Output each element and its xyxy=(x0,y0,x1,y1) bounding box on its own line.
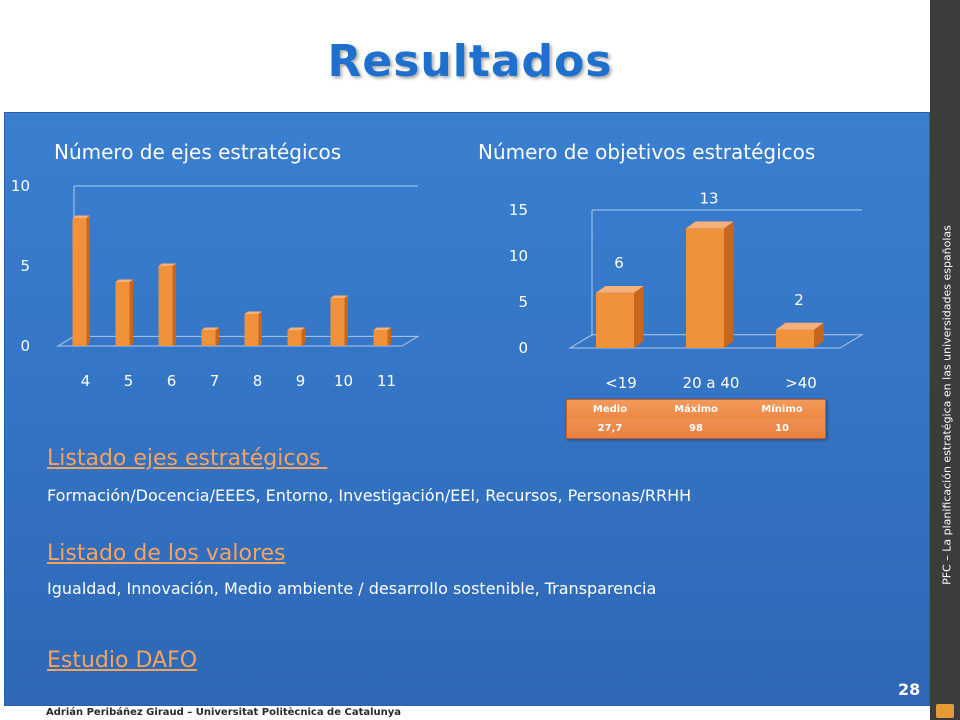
stats-value-row: 27,7 98 10 xyxy=(567,419,825,438)
chart-1-ytick: 10 xyxy=(11,177,30,195)
chart-1-bar-top xyxy=(72,215,90,218)
chart-1-xtick: 10 xyxy=(334,372,353,390)
chart-1-bar-front xyxy=(330,298,345,346)
chart-1-xtick: 5 xyxy=(124,372,134,390)
chart-1-bar-top xyxy=(330,295,348,298)
chart-1-bar xyxy=(330,295,348,346)
sidebar-text: PFC – La planificación estratégica en la… xyxy=(940,225,954,585)
chart-ejes: 0 5 10 4 5 6 7 8 9 10 11 xyxy=(11,177,420,390)
stats-header-minimo: Mínimo xyxy=(761,404,803,415)
chart-1-bar xyxy=(373,327,391,346)
chart-2-bar-top xyxy=(776,322,824,330)
chart-1-bar-side xyxy=(172,263,176,346)
chart-1-bar-side xyxy=(258,311,262,346)
chart-2-data-label: 2 xyxy=(794,291,804,309)
chart-2-bar xyxy=(686,221,734,348)
chart-1-ytick: 5 xyxy=(20,257,30,275)
chart-2-bar-front xyxy=(776,329,814,348)
chart-2-ytick: 10 xyxy=(509,247,528,265)
chart-1-bar-side xyxy=(344,295,348,346)
chart-1-bar-front xyxy=(72,218,87,346)
chart-1-title: Número de ejes estratégicos xyxy=(54,140,342,164)
chart-objetivos: 0 5 10 15 <19 6 20 a 40 13 >40 2 xyxy=(509,190,864,392)
chart-2-bar-side xyxy=(814,322,824,348)
chart-1-xtick: 9 xyxy=(296,372,306,390)
chart-2-bar-top xyxy=(596,285,644,293)
stats-value-maximo: 98 xyxy=(689,423,703,434)
chart-2-data-label: 13 xyxy=(699,190,718,208)
chart-1-bar-side xyxy=(387,327,391,346)
ejes-link[interactable]: Listado ejes estratégicos xyxy=(47,446,328,471)
page-number: 28 xyxy=(898,680,921,699)
chart-1-bar-front xyxy=(287,330,302,346)
chart-1-bar-front xyxy=(115,282,130,346)
chart-1-floor xyxy=(56,335,420,347)
chart-1-bar-side xyxy=(129,279,133,346)
stats-header-medio: Medio xyxy=(592,404,628,415)
chart-1-bar-front xyxy=(244,314,259,346)
chart-2-ytick: 5 xyxy=(518,293,528,311)
chart-1-xtick: 7 xyxy=(210,372,220,390)
footer-text: Adrián Peribáñez Giraud – Universitat Po… xyxy=(46,707,402,718)
chart-1-bar-top xyxy=(201,327,219,330)
chart-1-bar xyxy=(244,311,262,346)
chart-1-bar-top xyxy=(158,263,176,266)
chart-1-bar xyxy=(201,327,219,346)
chart-2-title: Número de objetivos estratégicos xyxy=(478,140,816,164)
chart-2-bar-top xyxy=(686,221,734,229)
chart-1-bar-front xyxy=(201,330,216,346)
chart-1-ytick: 0 xyxy=(20,337,30,355)
valores-link[interactable]: Listado de los valores xyxy=(47,541,286,566)
ejes-text: Formación/Docencia/EEES, Entorno, Invest… xyxy=(47,486,692,505)
stats-table: Medio Máximo Mínimo 27,7 98 10 xyxy=(566,399,826,439)
chart-2-ytick: 15 xyxy=(509,201,528,219)
chart-1-xtick: 6 xyxy=(167,372,177,390)
home-icon[interactable] xyxy=(936,704,954,718)
chart-1-bar-top xyxy=(115,279,133,282)
chart-2-bar-front xyxy=(686,228,724,348)
chart-2-bar xyxy=(776,322,824,348)
stats-value-medio: 27,7 xyxy=(597,423,623,434)
chart-1-bar xyxy=(115,279,133,346)
chart-1-bar-front xyxy=(373,330,388,346)
chart-1-bar-top xyxy=(373,327,391,330)
chart-1-bar xyxy=(287,327,305,346)
page-title: Resultados xyxy=(327,36,613,87)
stats-value-minimo: 10 xyxy=(775,423,789,434)
chart-2-floor xyxy=(568,334,864,349)
chart-2-bar xyxy=(596,285,644,348)
chart-1-xtick: 4 xyxy=(81,372,91,390)
chart-1-bar xyxy=(72,215,90,346)
chart-2-bar-front xyxy=(596,292,634,348)
chart-2-xtick: <19 xyxy=(605,374,637,392)
chart-1-xtick: 11 xyxy=(377,372,396,390)
dafo-link[interactable]: Estudio DAFO xyxy=(47,648,198,673)
chart-2-data-label: 6 xyxy=(614,254,624,272)
chart-1-bar-side xyxy=(86,215,90,346)
chart-2-xtick: 20 a 40 xyxy=(683,374,740,392)
chart-1-bar-front xyxy=(158,266,173,346)
sidebar xyxy=(930,0,960,720)
chart-1-bar-side xyxy=(301,327,305,346)
chart-1-bar-side xyxy=(215,327,219,346)
stats-header-maximo: Máximo xyxy=(674,404,718,415)
chart-2-xtick: >40 xyxy=(785,374,817,392)
chart-1-xtick: 8 xyxy=(253,372,263,390)
chart-1-bar-top xyxy=(244,311,262,314)
stats-header-row: Medio Máximo Mínimo xyxy=(567,400,825,419)
chart-1-bar-top xyxy=(287,327,305,330)
chart-2-bar-side xyxy=(634,285,644,348)
chart-2-ytick: 0 xyxy=(518,339,528,357)
valores-text: Igualdad, Innovación, Medio ambiente / d… xyxy=(47,579,657,598)
chart-2-bar-side xyxy=(724,221,734,348)
chart-1-bar xyxy=(158,263,176,346)
